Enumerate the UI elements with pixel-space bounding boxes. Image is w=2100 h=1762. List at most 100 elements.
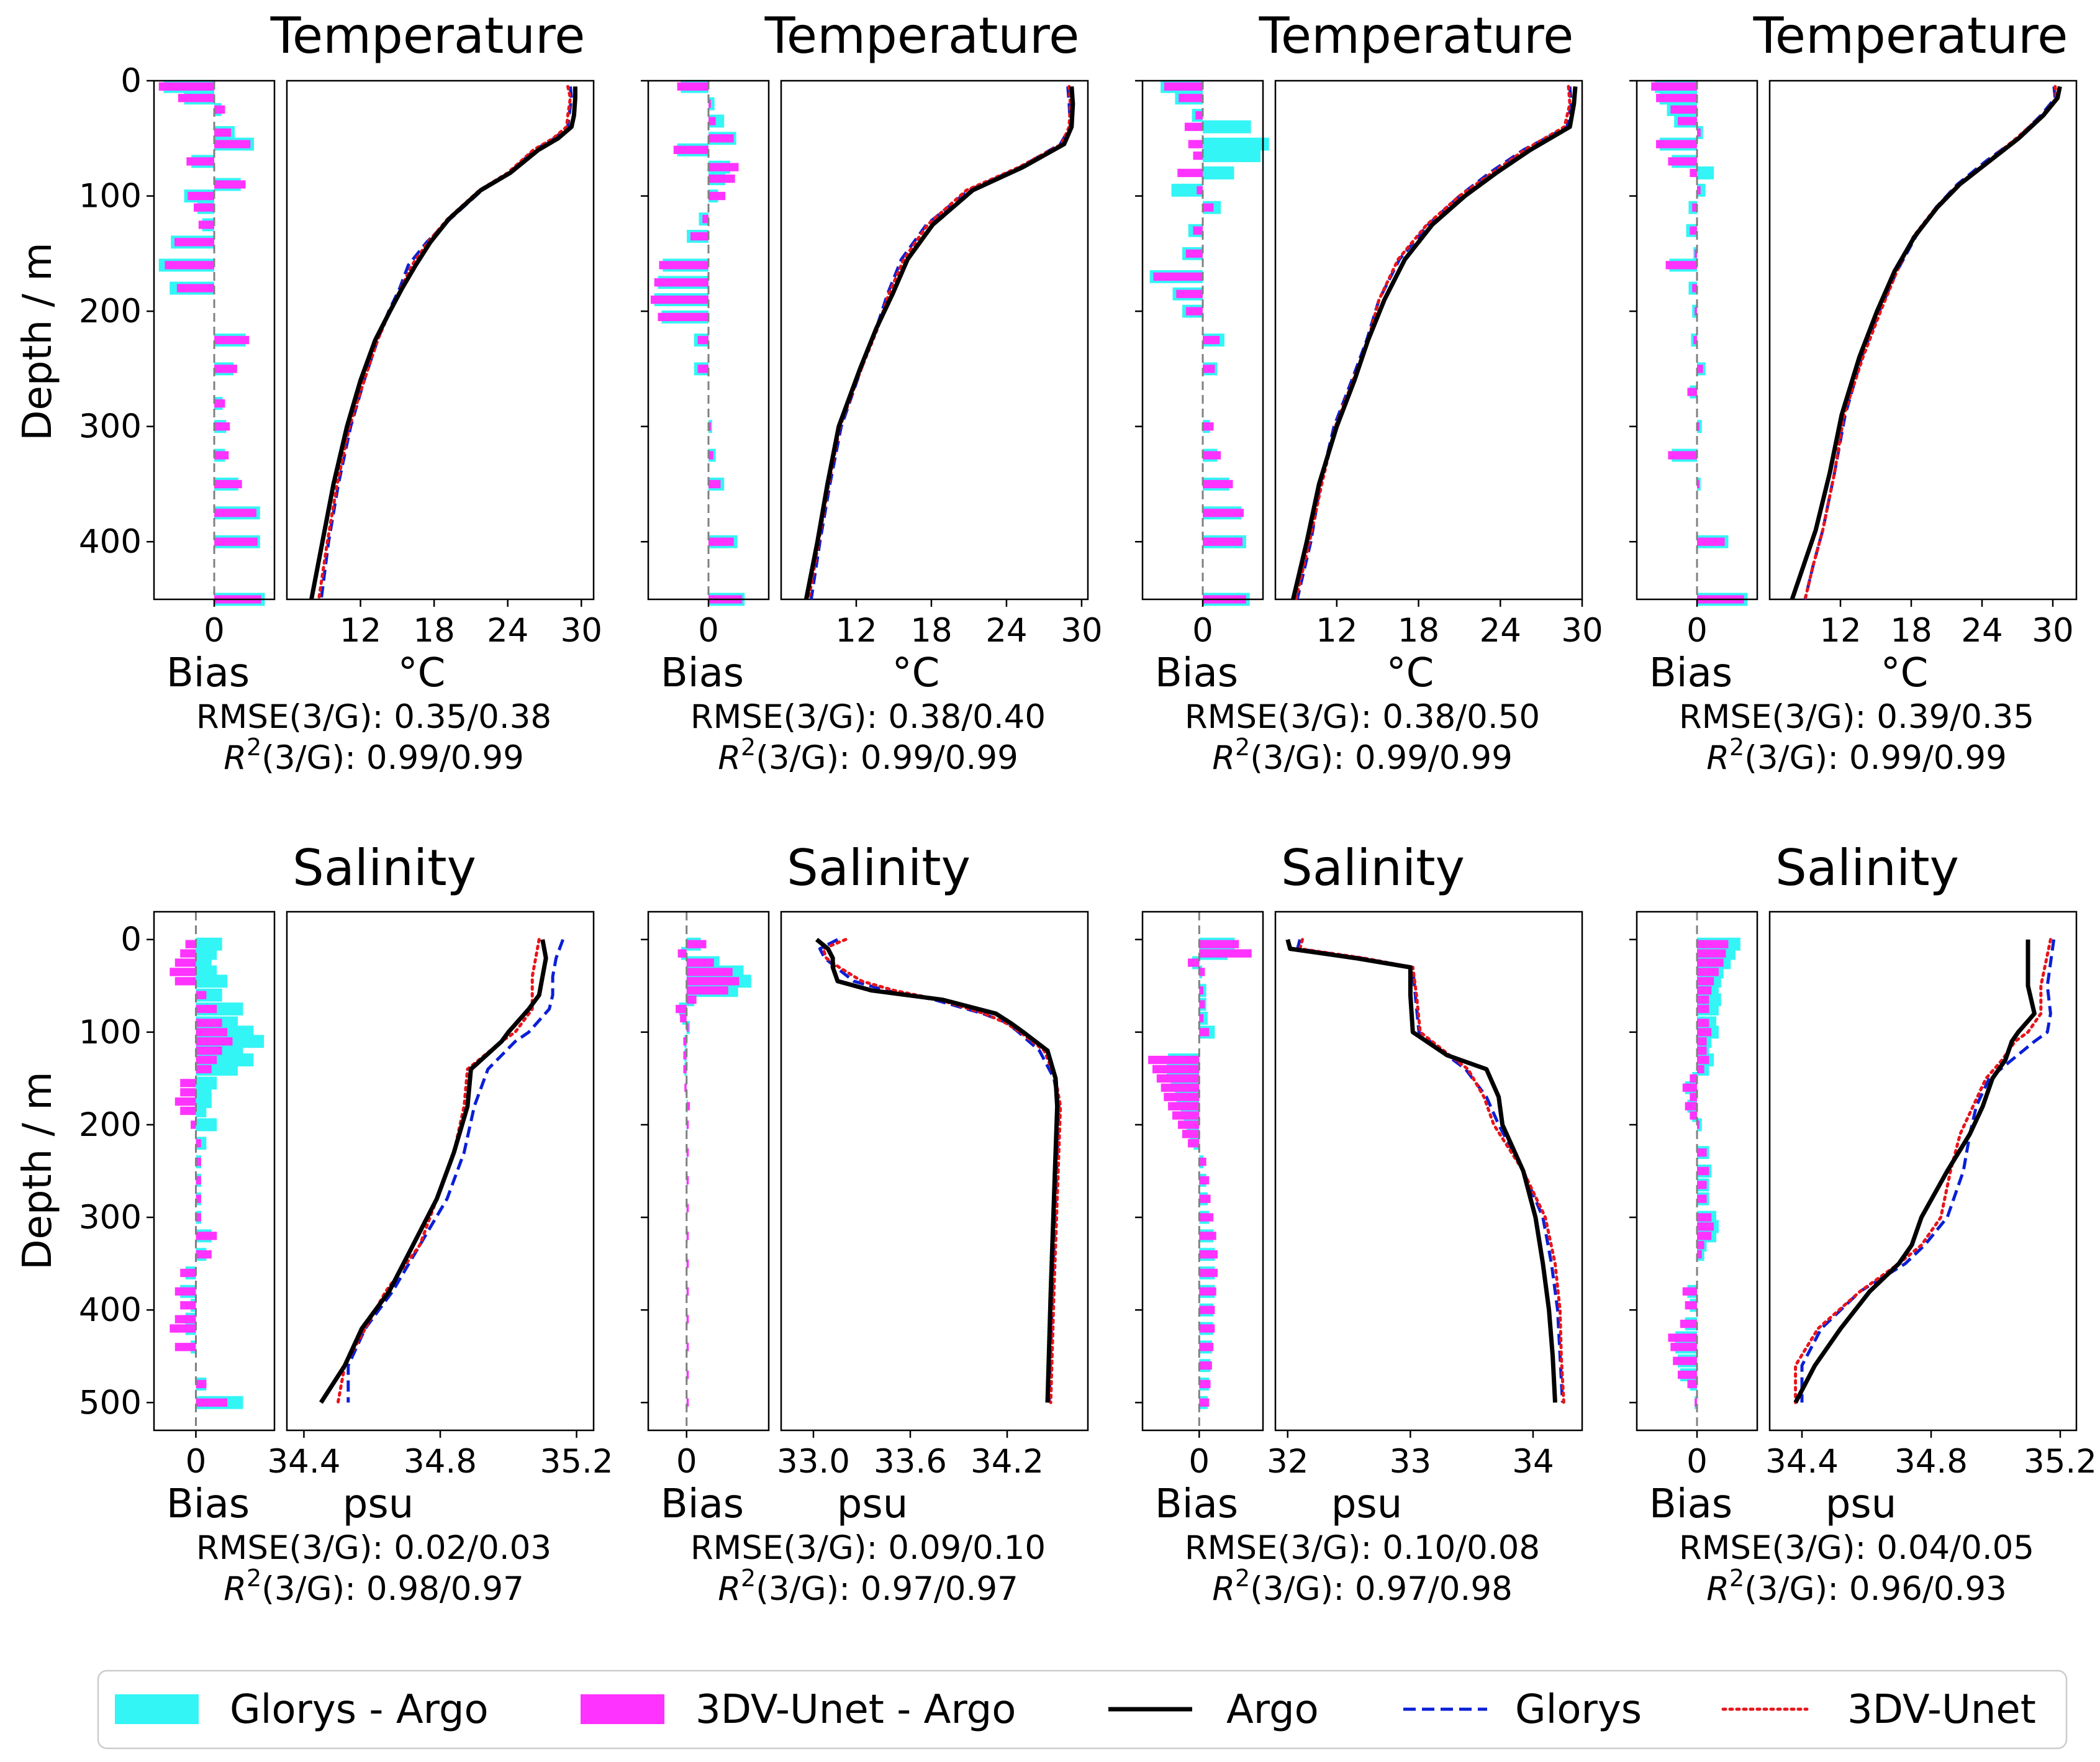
bias-axes-frame <box>1141 911 1264 1432</box>
x-tick-label: 24 <box>1961 612 2003 650</box>
unet-bias-bar <box>180 1106 196 1115</box>
unet-bias-bar <box>196 1028 228 1037</box>
panel-title: Salinity <box>1775 839 1959 897</box>
rmse-text: RMSE(3/G): 0.38/0.50 <box>1185 698 1540 736</box>
unet-bias-bar <box>683 1065 687 1074</box>
unet-bias-bar <box>188 191 214 201</box>
profile-axes-frame <box>1274 911 1583 1432</box>
x-tick-label: 35.2 <box>540 1443 613 1481</box>
unet-bias-bar <box>198 220 214 229</box>
unet-bias-bar <box>180 1301 196 1310</box>
unet-bias-bar <box>180 1268 196 1278</box>
legend-item: 3DV-Unet <box>1721 1687 2036 1733</box>
x-tick-label: 35.2 <box>2024 1443 2097 1481</box>
unet-bias-bar <box>1203 422 1214 431</box>
panel-title: Salinity <box>1281 839 1465 897</box>
unet-bias-bar <box>1697 479 1699 489</box>
unet-bias-bar <box>1668 157 1697 166</box>
unit-x-label: psu <box>343 1481 414 1527</box>
glorys-bias-bar <box>1203 120 1251 134</box>
legend-swatch <box>115 1694 199 1724</box>
unet-bias-bar <box>1199 1194 1211 1203</box>
unet-bias-bar <box>1199 1343 1214 1351</box>
unet-bias-bar <box>677 82 708 91</box>
unet-bias-bar <box>196 1139 201 1148</box>
unet-bias-bar <box>174 1315 196 1324</box>
unet-bias-bar <box>1697 1181 1707 1189</box>
unet-bias-bar <box>686 1315 689 1324</box>
unet-bias-bar <box>1697 1004 1709 1014</box>
panel-title: Temperature <box>1753 7 2068 65</box>
unet-bias-bar <box>1188 140 1203 148</box>
profile-axes-frame <box>780 79 1089 601</box>
bias-bars <box>650 79 745 606</box>
unet-bias-bar <box>1697 995 1709 1004</box>
unet-bias-bar <box>1188 958 1200 967</box>
bias-x-label: Bias <box>1155 650 1238 696</box>
unet-bias-bar <box>1697 537 1725 546</box>
x-tick-label: 12 <box>1316 612 1357 650</box>
profile-axes-frame <box>286 79 595 601</box>
glorys-line <box>809 86 1072 600</box>
unet-bias-bar <box>680 1014 687 1023</box>
bias-bars <box>170 937 265 1409</box>
x-tick-label: 34.8 <box>1894 1443 1968 1481</box>
y-tick-label: 0 <box>120 62 142 100</box>
panel-salinity-1: Salinity 0 100 200 300 400 500 Depth / m 0 34.4 34… <box>15 839 613 1608</box>
unit-x-label: °C <box>1881 650 1929 696</box>
r2-text: R2(3/G): 0.97/0.97 <box>718 1564 1018 1608</box>
unet-bias-bar <box>1695 307 1697 316</box>
profile-axes-frame <box>286 911 595 1432</box>
unet-bias-bar <box>686 1148 689 1157</box>
bias-x-tick-label: 0 <box>676 1443 697 1481</box>
bias-x-label: Bias <box>1155 1481 1238 1527</box>
bias-axes-frame <box>647 911 770 1432</box>
legend-label: 3DV-Unet - Argo <box>695 1687 1016 1733</box>
unet-bias-bar <box>1697 1019 1709 1027</box>
unet-bias-bar <box>1697 1028 1712 1037</box>
unet-bias-bar <box>686 1120 689 1129</box>
unet-bias-bar <box>1697 422 1699 431</box>
x-tick-label: 34.4 <box>1765 1443 1839 1481</box>
argo-line <box>1793 939 2037 1404</box>
unet-bias-bar <box>686 1370 689 1379</box>
unet-bias-bar <box>1697 940 1729 948</box>
unet-bias-bar <box>708 163 739 171</box>
unet-bias-bar <box>196 1065 212 1074</box>
unit-x-label: °C <box>398 650 446 696</box>
unet-bias-bar <box>1185 307 1203 316</box>
unet-bias-bar <box>1697 365 1703 373</box>
unet-bias-bar <box>214 128 232 137</box>
unet-bias-bar <box>174 958 196 967</box>
legend-item: Glorys <box>1403 1687 1642 1733</box>
bias-x-tick-label: 0 <box>698 612 719 650</box>
r2-text: R2(3/G): 0.97/0.98 <box>1212 1564 1513 1608</box>
unet-bias-bar <box>1697 1241 1704 1250</box>
unet-bias-bar <box>1161 1083 1200 1092</box>
r2-text: R2(3/G): 0.99/0.99 <box>1212 733 1513 777</box>
unet-bias-bar <box>1690 168 1697 178</box>
bias-bars <box>1668 937 1740 1409</box>
legend-label: Glorys <box>1515 1687 1642 1733</box>
unet-bias-bar <box>1697 1148 1707 1157</box>
legend-label: 3DV-Unet <box>1847 1687 2036 1733</box>
unet-bias-bar <box>1697 986 1712 995</box>
unet-bias-bar <box>1182 1130 1200 1138</box>
unit-x-label: psu <box>1826 1481 1897 1527</box>
unet-bias-bar <box>1153 272 1203 281</box>
unet-bias-bar <box>697 335 708 345</box>
unet-bias-bar <box>1203 335 1220 345</box>
unet-bias-bar <box>1697 1166 1709 1176</box>
unet-bias-bar <box>196 1046 222 1055</box>
rmse-text: RMSE(3/G): 0.35/0.38 <box>196 698 551 736</box>
unet-bias-bar <box>194 203 214 212</box>
x-tick-label: 18 <box>413 612 455 650</box>
bias-x-label: Bias <box>661 1481 744 1527</box>
unet-bias-bar <box>1697 1046 1707 1055</box>
x-tick-label: 12 <box>835 612 877 650</box>
unet-bias-bar <box>683 1051 687 1060</box>
unet-bias-bar <box>1148 1055 1200 1065</box>
unet-bias-bar <box>708 99 711 108</box>
